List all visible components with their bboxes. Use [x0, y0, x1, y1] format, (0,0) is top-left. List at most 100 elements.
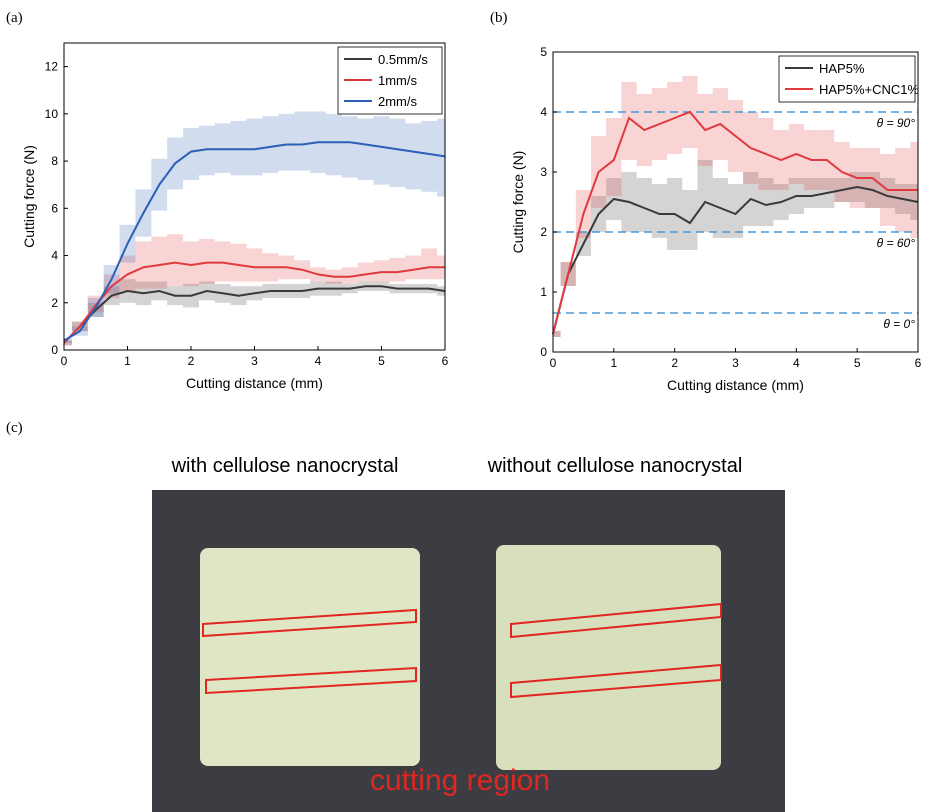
error-band [198, 125, 215, 176]
x-tick-label: 4 [793, 356, 800, 370]
reference-label: θ = 0° [883, 317, 915, 331]
error-band [421, 248, 438, 280]
x-tick-label: 4 [315, 354, 322, 368]
plot: θ = 90° θ = 60° θ = 0° [552, 76, 919, 337]
error-band [198, 239, 215, 284]
y-tick-label: 4 [51, 249, 58, 263]
error-band [758, 178, 774, 226]
error-band [294, 111, 311, 171]
y-tick-label: 2 [540, 225, 547, 239]
error-band [389, 257, 406, 282]
error-band [262, 116, 279, 173]
x-tick-label: 2 [671, 356, 678, 370]
legend-box [778, 55, 916, 103]
series-line [552, 185, 919, 335]
reference-label: θ = 60° [877, 236, 916, 250]
legend-label: HAP5%+CNC1% [819, 82, 920, 97]
error-band [697, 160, 713, 232]
legend-label: 0.5mm/s [378, 52, 428, 67]
y-axis-label: Cutting force (N) [510, 151, 526, 254]
error-band [214, 123, 231, 173]
error-band [119, 255, 136, 291]
y-tick-label: 1 [540, 285, 547, 299]
error-band [341, 267, 358, 284]
x-tick-label: 3 [732, 356, 739, 370]
panel-label: (a) [6, 10, 23, 26]
series-line [63, 141, 446, 342]
error-band [183, 128, 199, 180]
error-band [278, 113, 295, 171]
error-band [727, 184, 744, 238]
x-tick-label: 0 [550, 356, 557, 370]
error-band [553, 331, 561, 337]
error-band [405, 123, 422, 190]
x-tick-label: 2 [188, 354, 195, 368]
y-axis-label: Cutting force (N) [21, 145, 37, 248]
sample-block [200, 548, 420, 766]
sample-block [496, 545, 721, 770]
y-tick-label: 8 [51, 154, 58, 168]
cutting-box [510, 663, 722, 699]
y-tick-label: 3 [540, 165, 547, 179]
error-band [636, 178, 652, 232]
cutting-box [205, 666, 417, 695]
error-band [682, 190, 698, 250]
error-band [373, 260, 390, 282]
error-band [553, 331, 561, 337]
y-tick-label: 6 [51, 201, 58, 215]
error-band [437, 118, 445, 197]
error-band [421, 120, 438, 192]
error-band [135, 241, 152, 289]
error-band [64, 340, 72, 346]
error-band [389, 118, 406, 188]
error-band [183, 241, 199, 287]
x-tick-label: 1 [610, 356, 617, 370]
x-axis-label: Cutting distance (mm) [667, 377, 804, 393]
x-axis-label: Cutting distance (mm) [186, 375, 323, 391]
series-line [552, 110, 918, 335]
error-band [246, 118, 263, 176]
series-line [63, 285, 446, 344]
x-tick-label: 6 [442, 354, 449, 368]
error-band [64, 338, 72, 343]
y-tick-label: 0 [51, 343, 58, 357]
panel-label: (c) [6, 420, 23, 436]
error-band [151, 236, 168, 289]
y-tick-label: 0 [540, 345, 547, 359]
error-band [651, 184, 668, 238]
error-band [167, 234, 184, 287]
cutting-box [202, 608, 417, 638]
series-line [63, 261, 445, 344]
error-band [341, 116, 358, 178]
error-band [357, 262, 374, 282]
error-band [325, 113, 342, 176]
annotation: cutting region [370, 764, 550, 797]
legend-label: 1mm/s [378, 73, 418, 88]
photo [152, 490, 785, 812]
error-band [803, 178, 820, 208]
error-band [230, 243, 247, 282]
error-band [879, 178, 896, 208]
plot [63, 111, 446, 346]
y-tick-label: 2 [51, 296, 58, 310]
legend-label: 2mm/s [378, 94, 418, 109]
x-tick-label: 5 [854, 356, 861, 370]
error-band [64, 340, 72, 346]
reference-label: θ = 90° [877, 116, 916, 130]
x-tick-label: 6 [915, 356, 922, 370]
error-band [214, 241, 231, 282]
panel-label: (b) [490, 10, 508, 26]
x-tick-label: 5 [378, 354, 385, 368]
y-tick-label: 10 [45, 107, 59, 121]
cutting-box [510, 602, 722, 639]
x-tick-label: 3 [251, 354, 258, 368]
y-tick-label: 12 [45, 60, 59, 74]
error-band [621, 82, 637, 160]
error-band [246, 248, 263, 282]
error-band [405, 255, 422, 280]
y-tick-label: 4 [540, 105, 547, 119]
error-band [373, 116, 390, 185]
photo-caption: without cellulose nanocrystal [487, 455, 743, 477]
